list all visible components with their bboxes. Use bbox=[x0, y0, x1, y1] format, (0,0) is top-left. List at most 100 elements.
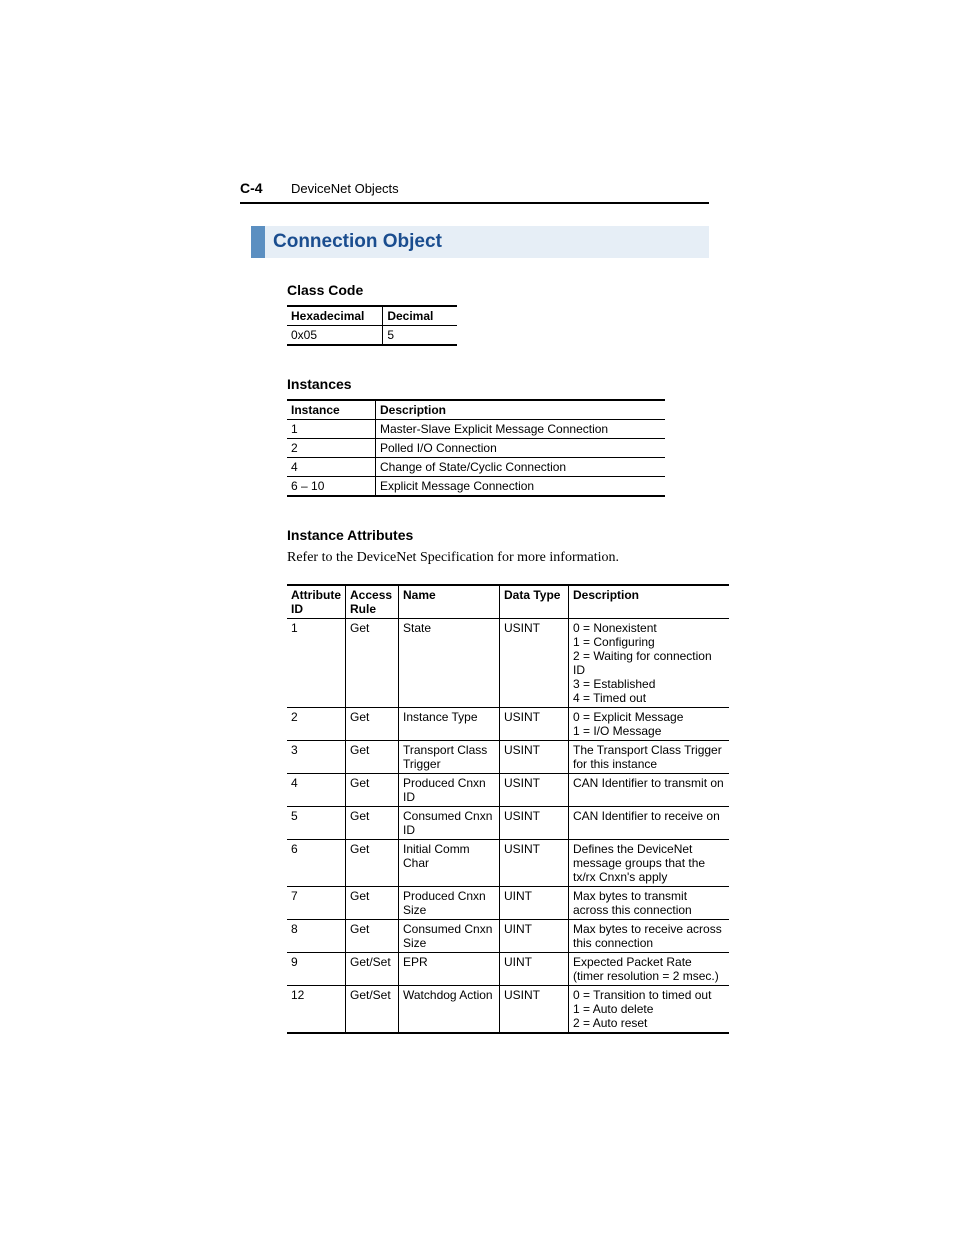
attrs-row: 5GetConsumed Cnxn IDUSINTCAN Identifier … bbox=[287, 807, 729, 840]
instances-cell: Change of State/Cyclic Connection bbox=[376, 458, 666, 477]
attrs-cell: USINT bbox=[500, 708, 569, 741]
class-code-cell: 5 bbox=[383, 326, 457, 346]
attrs-cell: Transport Class Trigger bbox=[399, 741, 500, 774]
attrs-cell: Get bbox=[346, 619, 399, 708]
attrs-cell: 0 = Nonexistent1 = Configuring2 = Waitin… bbox=[569, 619, 730, 708]
instances-heading: Instances bbox=[287, 376, 709, 392]
instances-cell: Explicit Message Connection bbox=[376, 477, 666, 497]
instances-table: InstanceDescription 1Master-Slave Explic… bbox=[287, 399, 665, 497]
content: Connection Object Class Code Hexadecimal… bbox=[265, 226, 709, 1034]
attrs-cell: Initial Comm Char bbox=[399, 840, 500, 887]
instances-cell: 6 – 10 bbox=[287, 477, 376, 497]
attrs-row: 8GetConsumed Cnxn SizeUINTMax bytes to r… bbox=[287, 920, 729, 953]
attrs-col-header: Access Rule bbox=[346, 585, 399, 619]
instances-row: 6 – 10Explicit Message Connection bbox=[287, 477, 665, 497]
attrs-cell: Max bytes to transmit across this connec… bbox=[569, 887, 730, 920]
attrs-col-header: Data Type bbox=[500, 585, 569, 619]
instances-cell: Master-Slave Explicit Message Connection bbox=[376, 420, 666, 439]
attrs-cell: The Transport Class Trigger for this ins… bbox=[569, 741, 730, 774]
section-title: Connection Object bbox=[273, 231, 701, 253]
attrs-col-header: Description bbox=[569, 585, 730, 619]
section-title-bar: Connection Object bbox=[251, 226, 709, 258]
attrs-cell: Max bytes to receive across this connect… bbox=[569, 920, 730, 953]
attrs-cell: Get bbox=[346, 887, 399, 920]
running-header: C-4 DeviceNet Objects bbox=[240, 180, 709, 204]
attrs-row: 12Get/SetWatchdog ActionUSINT0 = Transit… bbox=[287, 986, 729, 1034]
attrs-cell: Produced Cnxn Size bbox=[399, 887, 500, 920]
attrs-cell: USINT bbox=[500, 619, 569, 708]
instances-block: Instances InstanceDescription 1Master-Sl… bbox=[287, 376, 709, 497]
attrs-cell: Get bbox=[346, 840, 399, 887]
attrs-cell: Get bbox=[346, 920, 399, 953]
attrs-cell: 6 bbox=[287, 840, 346, 887]
class-code-col-header: Hexadecimal bbox=[287, 306, 383, 326]
attrs-row: 9Get/SetEPRUINTExpected Packet Rate(time… bbox=[287, 953, 729, 986]
class-code-block: Class Code HexadecimalDecimal 0x055 bbox=[287, 282, 709, 346]
attrs-cell: USINT bbox=[500, 741, 569, 774]
page-number: C-4 bbox=[240, 180, 263, 196]
attrs-row: 2GetInstance TypeUSINT0 = Explicit Messa… bbox=[287, 708, 729, 741]
class-code-heading: Class Code bbox=[287, 282, 709, 298]
attrs-cell: USINT bbox=[500, 840, 569, 887]
attrs-cell: Get bbox=[346, 807, 399, 840]
attrs-cell: UINT bbox=[500, 920, 569, 953]
attrs-cell: CAN Identifier to transmit on bbox=[569, 774, 730, 807]
attrs-cell: UINT bbox=[500, 953, 569, 986]
class-code-col-header: Decimal bbox=[383, 306, 457, 326]
attrs-row: 1GetStateUSINT0 = Nonexistent1 = Configu… bbox=[287, 619, 729, 708]
attrs-cell: 12 bbox=[287, 986, 346, 1034]
instances-col-header: Instance bbox=[287, 400, 376, 420]
attrs-cell: 7 bbox=[287, 887, 346, 920]
attrs-cell: USINT bbox=[500, 986, 569, 1034]
attrs-cell: 0 = Transition to timed out1 = Auto dele… bbox=[569, 986, 730, 1034]
class-code-table: HexadecimalDecimal 0x055 bbox=[287, 305, 457, 346]
attrs-cell: UINT bbox=[500, 887, 569, 920]
instances-cell: 4 bbox=[287, 458, 376, 477]
attrs-cell: 2 bbox=[287, 708, 346, 741]
instances-row: 2Polled I/O Connection bbox=[287, 439, 665, 458]
attrs-cell: Get bbox=[346, 741, 399, 774]
attrs-cell: Produced Cnxn ID bbox=[399, 774, 500, 807]
attrs-cell: 3 bbox=[287, 741, 346, 774]
instance-attributes-heading: Instance Attributes bbox=[287, 527, 709, 543]
instances-cell: 2 bbox=[287, 439, 376, 458]
attrs-cell: Consumed Cnxn Size bbox=[399, 920, 500, 953]
instance-attributes-block: Instance Attributes Refer to the DeviceN… bbox=[287, 527, 709, 1034]
attrs-cell: 5 bbox=[287, 807, 346, 840]
attrs-cell: USINT bbox=[500, 807, 569, 840]
page: C-4 DeviceNet Objects Connection Object … bbox=[0, 0, 954, 1235]
instance-attributes-note: Refer to the DeviceNet Specification for… bbox=[287, 550, 709, 566]
instances-row: 4Change of State/Cyclic Connection bbox=[287, 458, 665, 477]
attrs-cell: 0 = Explicit Message1 = I/O Message bbox=[569, 708, 730, 741]
attrs-cell: 8 bbox=[287, 920, 346, 953]
attrs-cell: Watchdog Action bbox=[399, 986, 500, 1034]
attrs-cell: 4 bbox=[287, 774, 346, 807]
attrs-cell: EPR bbox=[399, 953, 500, 986]
attrs-cell: Consumed Cnxn ID bbox=[399, 807, 500, 840]
attrs-row: 7GetProduced Cnxn SizeUINTMax bytes to t… bbox=[287, 887, 729, 920]
instances-col-header: Description bbox=[376, 400, 666, 420]
attrs-col-header: Attribute ID bbox=[287, 585, 346, 619]
attrs-cell: 9 bbox=[287, 953, 346, 986]
attrs-col-header: Name bbox=[399, 585, 500, 619]
attrs-cell: Get bbox=[346, 708, 399, 741]
attrs-cell: 1 bbox=[287, 619, 346, 708]
header-title: DeviceNet Objects bbox=[291, 181, 399, 196]
attrs-cell: Get/Set bbox=[346, 986, 399, 1034]
attrs-cell: Instance Type bbox=[399, 708, 500, 741]
attrs-cell: Defines the DeviceNet message groups tha… bbox=[569, 840, 730, 887]
attrs-cell: CAN Identifier to receive on bbox=[569, 807, 730, 840]
attrs-row: 6GetInitial Comm CharUSINTDefines the De… bbox=[287, 840, 729, 887]
attrs-row: 4GetProduced Cnxn IDUSINTCAN Identifier … bbox=[287, 774, 729, 807]
instance-attributes-table: Attribute IDAccess RuleNameData TypeDesc… bbox=[287, 584, 729, 1034]
class-code-row: 0x055 bbox=[287, 326, 457, 346]
class-code-cell: 0x05 bbox=[287, 326, 383, 346]
instances-cell: Polled I/O Connection bbox=[376, 439, 666, 458]
attrs-cell: Get/Set bbox=[346, 953, 399, 986]
attrs-cell: State bbox=[399, 619, 500, 708]
attrs-cell: Expected Packet Rate(timer resolution = … bbox=[569, 953, 730, 986]
instances-cell: 1 bbox=[287, 420, 376, 439]
instances-row: 1Master-Slave Explicit Message Connectio… bbox=[287, 420, 665, 439]
attrs-cell: USINT bbox=[500, 774, 569, 807]
attrs-row: 3GetTransport Class TriggerUSINTThe Tran… bbox=[287, 741, 729, 774]
